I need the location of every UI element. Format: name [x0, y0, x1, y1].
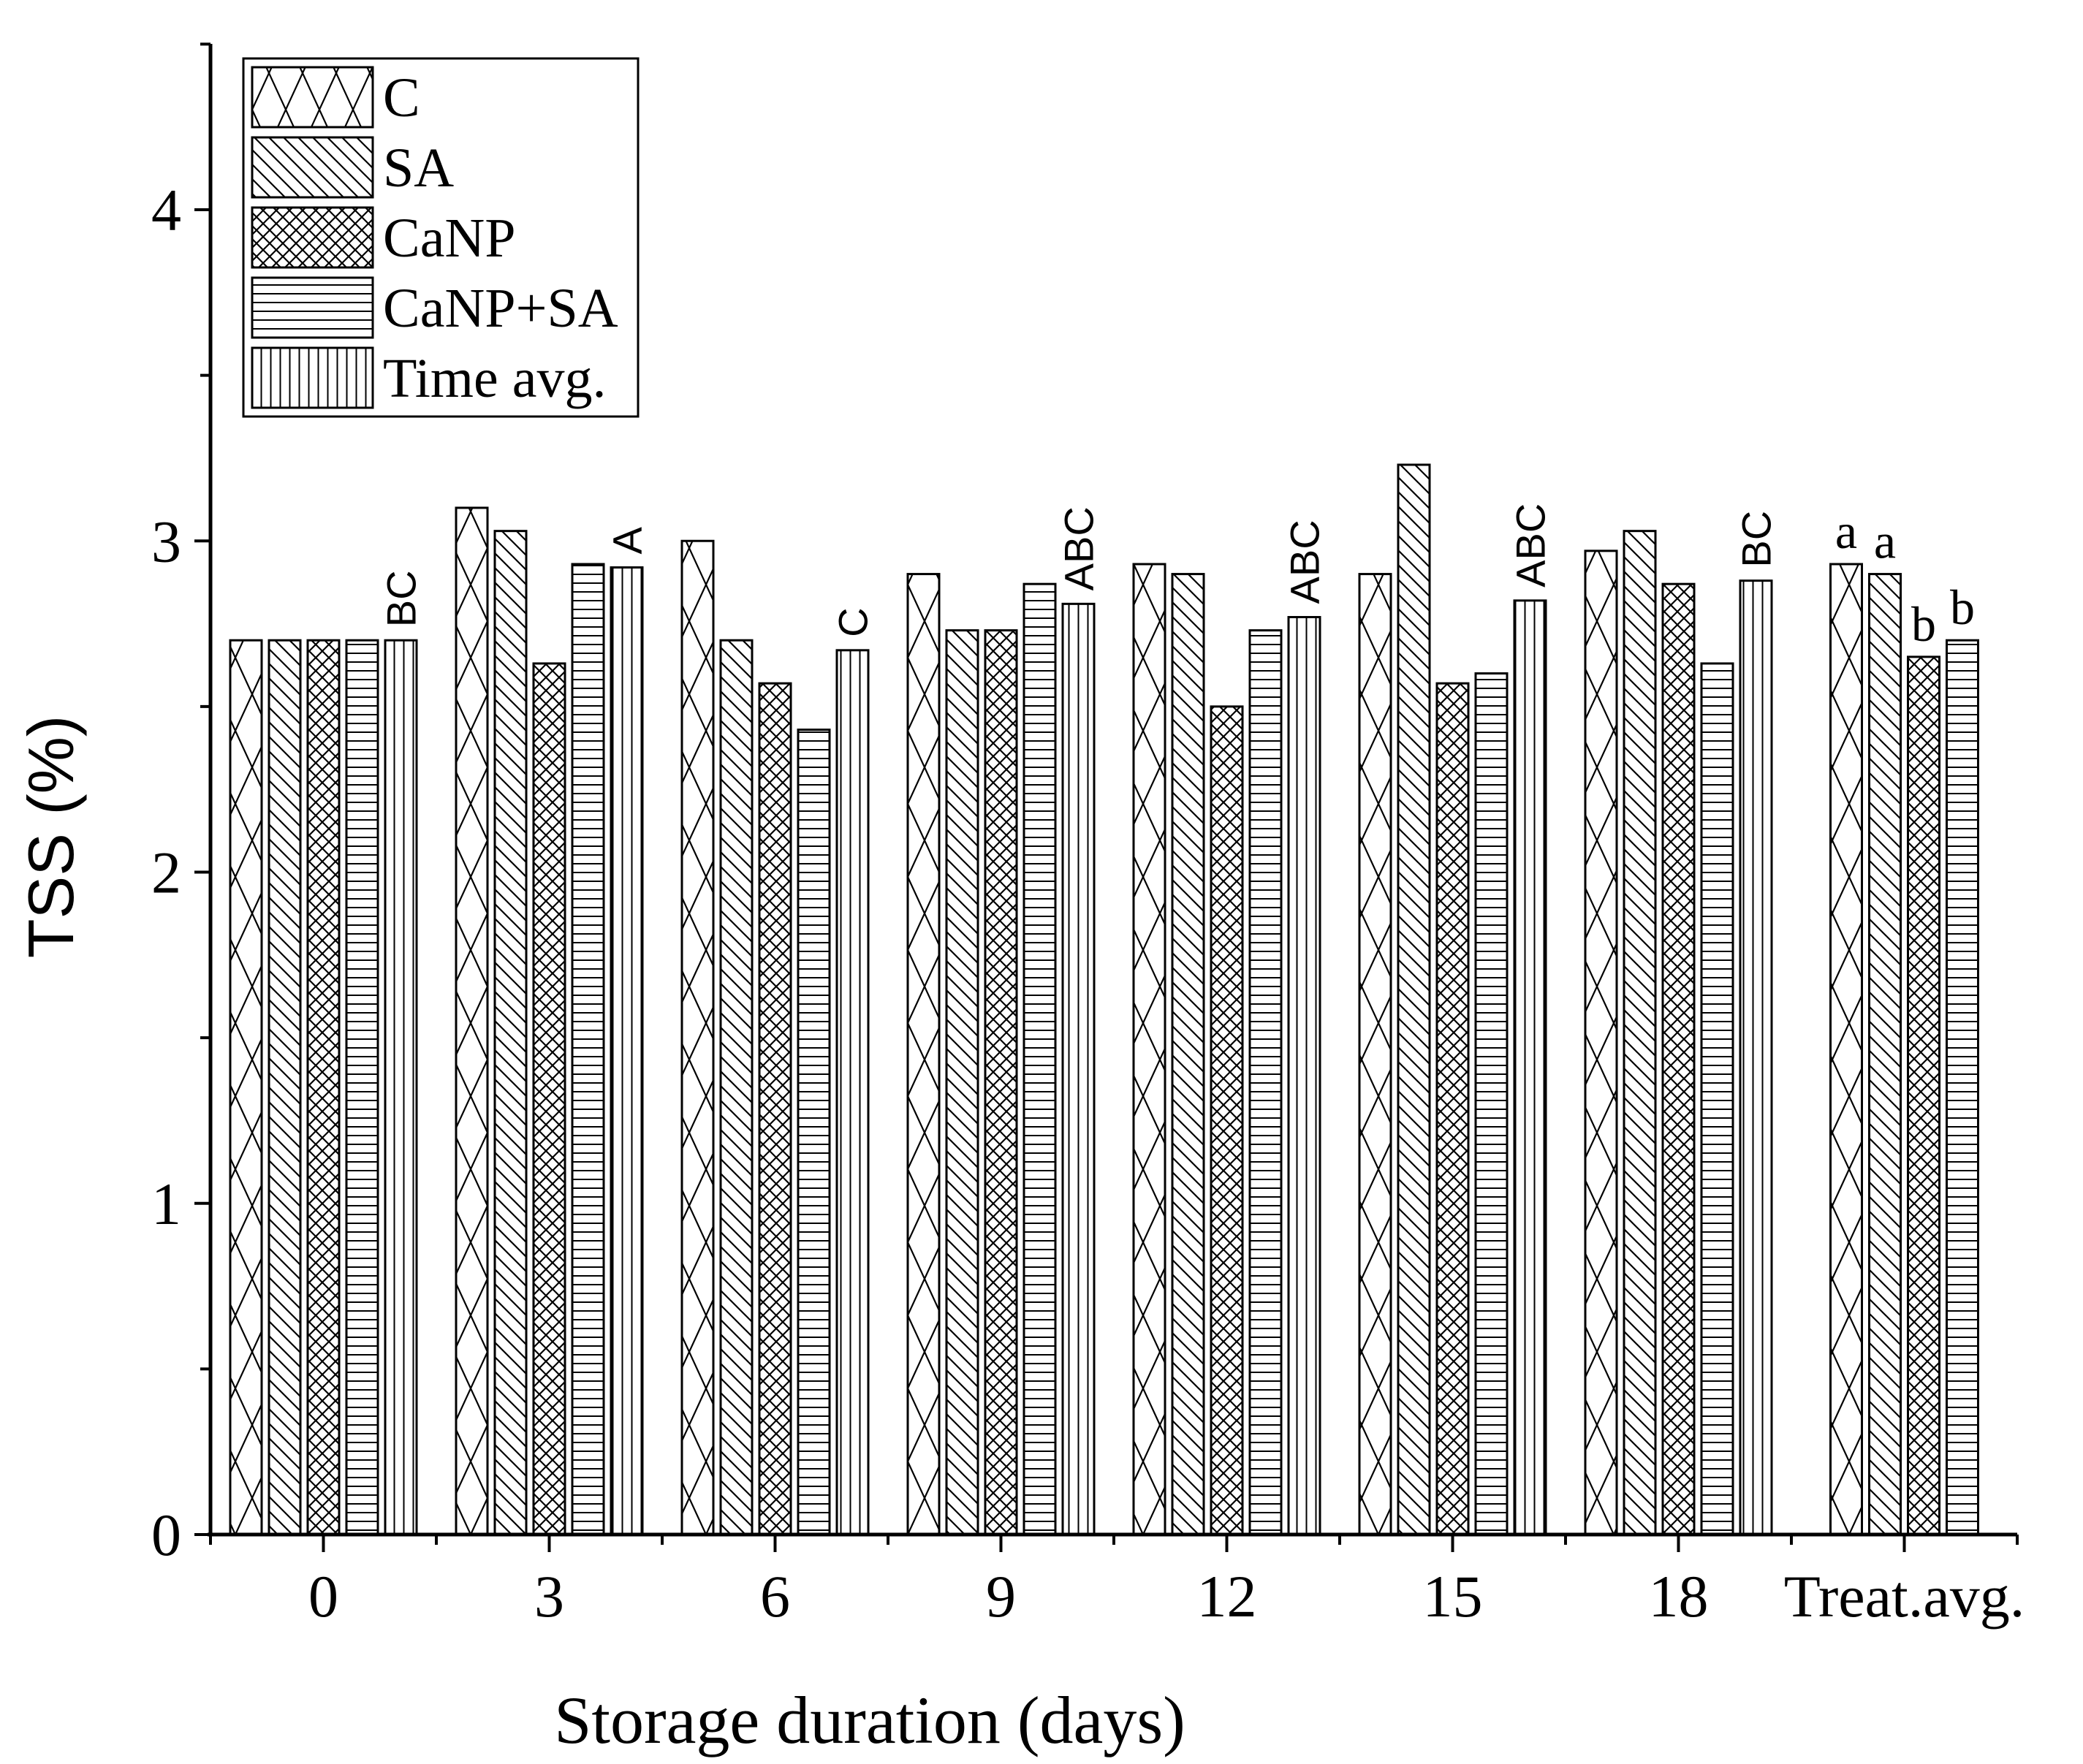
- x-tick-label: 6: [760, 1563, 790, 1630]
- bar-sa-0: [268, 639, 302, 1536]
- bar-sa-18: [1623, 530, 1657, 1536]
- treatment-avg-letter: b: [1911, 596, 1936, 652]
- bar-c-12: [1132, 563, 1166, 1536]
- legend-swatch: [251, 276, 374, 339]
- legend-label: Time avg.: [383, 348, 606, 409]
- x-tick-label: 3: [534, 1563, 564, 1630]
- y-tick-label: 3: [151, 508, 181, 574]
- x-tick-label: Treat.avg.: [1784, 1563, 2025, 1630]
- bar-sa-9: [945, 629, 979, 1536]
- legend: C SA CaNP CaNP+SA Time avg.: [242, 57, 640, 418]
- x-tick-label: 0: [308, 1563, 338, 1630]
- x-tick-label: 15: [1423, 1563, 1483, 1630]
- bar-canp-6: [758, 682, 792, 1536]
- treatment-avg-letter: a: [1874, 514, 1896, 569]
- bar-c-3: [455, 506, 489, 1536]
- bar-canp-0: [306, 639, 341, 1536]
- bar-c-Treatavg: [1829, 563, 1863, 1536]
- bar-time-avg--18: [1739, 579, 1773, 1536]
- bar-sa-Treatavg: [1868, 573, 1902, 1536]
- x-tick-label: 9: [986, 1563, 1016, 1630]
- bar-canp-sa-Treatavg: [1946, 639, 1979, 1536]
- bar-c-0: [229, 639, 263, 1536]
- bar-sa-3: [493, 530, 528, 1536]
- y-tick-label: 4: [151, 177, 181, 243]
- legend-label: C: [383, 67, 420, 129]
- bar-c-15: [1358, 573, 1392, 1536]
- bar-sa-6: [719, 639, 754, 1536]
- time-avg-letter: ABC: [1282, 520, 1328, 604]
- bar-time-avg--12: [1287, 615, 1321, 1536]
- legend-label: CaNP+SA: [383, 278, 618, 339]
- bar-c-9: [906, 573, 941, 1536]
- bar-canp-3: [532, 662, 566, 1536]
- treatment-avg-letter: a: [1835, 503, 1857, 559]
- bar-time-avg--3: [610, 566, 644, 1536]
- bar-canp-9: [984, 629, 1018, 1536]
- legend-swatch: [251, 66, 374, 129]
- y-axis-title: TSS (%): [15, 715, 87, 958]
- x-tick-label: 18: [1649, 1563, 1709, 1630]
- x-ticks: 0 3 6 9 12 15 18 Treat.avg.: [209, 1535, 2025, 1630]
- time-avg-letter: C: [830, 607, 876, 636]
- bar-time-avg--15: [1513, 599, 1547, 1536]
- treatment-avg-letter: b: [1950, 579, 1975, 635]
- bar-canp-sa-0: [345, 639, 379, 1536]
- bar-c-18: [1584, 550, 1618, 1536]
- time-avg-letter: A: [604, 527, 650, 555]
- bar-canp-sa-6: [797, 729, 831, 1536]
- time-avg-letter: BC: [1734, 511, 1780, 568]
- bar-c-6: [680, 539, 715, 1536]
- bar-canp-Treatavg: [1907, 655, 1940, 1536]
- bar-canp-18: [1661, 582, 1696, 1536]
- time-avg-letter: ABC: [1056, 506, 1102, 590]
- legend-label: SA: [383, 137, 454, 199]
- y-ticks: 0 1 2 3 4: [151, 42, 210, 1568]
- bar-canp-sa-9: [1022, 582, 1057, 1536]
- bar-canp-sa-12: [1248, 629, 1283, 1536]
- bar-sa-12: [1171, 573, 1205, 1536]
- time-avg-letter: BC: [379, 570, 425, 627]
- bar-time-avg--0: [384, 639, 418, 1536]
- bar-canp-sa-18: [1700, 662, 1734, 1536]
- time-avg-letter: ABC: [1508, 503, 1554, 588]
- bar-canp-sa-15: [1474, 672, 1509, 1536]
- bar-canp-15: [1435, 682, 1470, 1536]
- bar-time-avg--6: [835, 649, 870, 1536]
- bar-time-avg--9: [1061, 602, 1096, 1536]
- x-axis-title: Storage duration (days): [554, 1683, 1185, 1757]
- bars-group: [229, 463, 1979, 1536]
- legend-swatch: [251, 206, 374, 269]
- bar-sa-15: [1397, 463, 1431, 1536]
- legend-label: CaNP: [383, 208, 516, 269]
- x-tick-label: 12: [1197, 1563, 1257, 1630]
- bar-canp-sa-3: [571, 563, 605, 1536]
- bar-canp-12: [1210, 705, 1244, 1536]
- legend-swatch: [251, 136, 374, 199]
- legend-swatch: [251, 346, 374, 409]
- y-tick-label: 2: [151, 840, 181, 906]
- y-tick-label: 1: [151, 1171, 181, 1237]
- y-tick-label: 0: [151, 1502, 181, 1568]
